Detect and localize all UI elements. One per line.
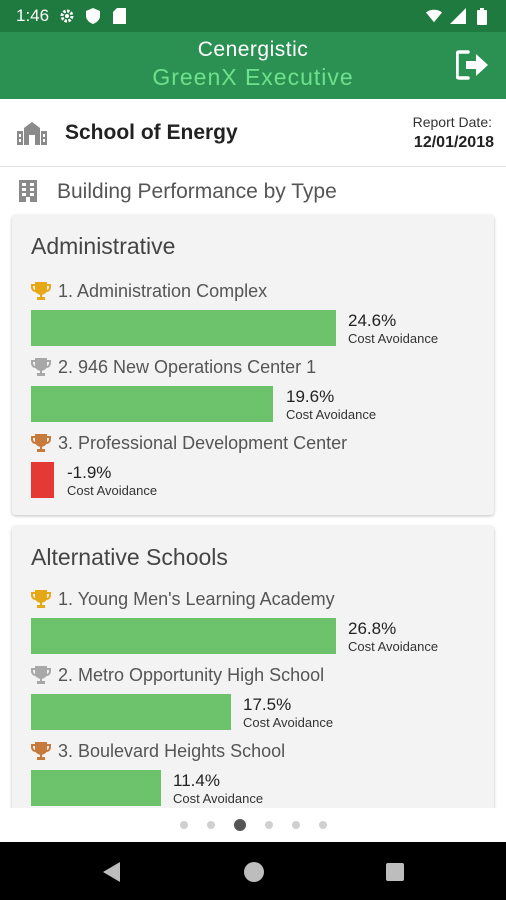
brand-line1: Cenergistic: [197, 38, 309, 61]
page-indicator[interactable]: [0, 808, 506, 842]
page-dot-active[interactable]: [233, 819, 246, 831]
gear-icon: [59, 8, 75, 24]
cost-avoidance-label: Cost Avoidance: [348, 639, 439, 654]
gold-trophy-icon: [31, 282, 51, 300]
page-dot[interactable]: [264, 821, 273, 829]
status-time: 1:46: [16, 6, 50, 25]
rank-row[interactable]: 3. Professional Development Center: [30, 430, 347, 456]
report-date: 12/01/2018: [413, 134, 494, 151]
bronze-trophy-icon: [31, 742, 51, 760]
gold-trophy-icon: [31, 590, 51, 608]
cost-avoidance-value: -1.9%: [67, 463, 112, 482]
rank-row[interactable]: 2. 946 New Operations Center 1: [30, 354, 316, 380]
section-title: Building Performance by Type: [57, 180, 337, 203]
page-dot[interactable]: [318, 821, 327, 829]
cost-avoidance-value: 24.6%: [348, 311, 397, 330]
cost-avoidance-value: 26.8%: [348, 619, 397, 638]
cost-avoidance-label: Cost Avoidance: [286, 407, 377, 422]
home-icon: [244, 862, 264, 882]
cost-avoidance-label: Cost Avoidance: [173, 791, 264, 806]
performance-bar-negative: [31, 462, 54, 498]
card-title: Administrative: [31, 233, 176, 259]
signal-icon: [450, 8, 466, 24]
report-date-label: Report Date:: [412, 114, 492, 130]
brand-logo: Cenergistic GreenX Executive: [0, 38, 506, 91]
app-header: Cenergistic GreenX Executive: [0, 32, 506, 99]
rank-row[interactable]: 1. Young Men's Learning Academy: [30, 586, 335, 612]
rank-label: 1. Young Men's Learning Academy: [58, 588, 335, 609]
recents-button[interactable]: [383, 860, 407, 884]
performance-bar: [31, 386, 273, 422]
rank-label: 2. Metro Opportunity High School: [58, 664, 325, 685]
sd-card-icon: [111, 8, 127, 24]
logout-icon: [455, 50, 488, 80]
cost-avoidance-value: 11.4%: [173, 771, 220, 790]
rank-row[interactable]: 2. Metro Opportunity High School: [30, 662, 324, 688]
logout-button[interactable]: [455, 50, 490, 80]
school-icon: [17, 121, 47, 145]
rank-label: 2. 946 New Operations Center 1: [58, 356, 317, 377]
page-dot[interactable]: [206, 821, 215, 829]
performance-list[interactable]: Administrative 1. Administration Complex…: [0, 212, 506, 808]
status-bar: 1:46: [0, 0, 506, 32]
bronze-trophy-icon: [31, 434, 51, 452]
card-title: Alternative Schools: [31, 544, 228, 570]
cost-avoidance-value: 17.5%: [243, 695, 292, 714]
silver-trophy-icon: [31, 666, 51, 684]
brand-line2: GreenX Executive: [152, 64, 354, 90]
performance-bar: [31, 618, 336, 654]
cost-avoidance-value: 19.6%: [286, 387, 335, 406]
building-icon: [18, 180, 38, 202]
page-dot[interactable]: [179, 821, 188, 829]
school-bar: School of Energy Report Date: 12/01/2018: [0, 99, 506, 167]
category-card-administrative[interactable]: Administrative 1. Administration Complex…: [12, 215, 494, 515]
battery-icon: [474, 7, 490, 25]
rank-row[interactable]: 1. Administration Complex: [30, 278, 267, 304]
school-name[interactable]: School of Energy: [65, 121, 238, 144]
back-button[interactable]: [100, 860, 124, 884]
system-nav-bar: [0, 842, 506, 900]
cost-avoidance-label: Cost Avoidance: [243, 715, 334, 730]
rank-label: 3. Professional Development Center: [58, 432, 348, 453]
home-button[interactable]: [242, 860, 266, 884]
category-card-alternative-schools[interactable]: Alternative Schools 1. Young Men's Learn…: [12, 526, 494, 808]
recents-icon: [386, 863, 404, 881]
shield-icon: [85, 8, 101, 24]
silver-trophy-icon: [31, 358, 51, 376]
wifi-icon: [426, 8, 442, 24]
cost-avoidance-label: Cost Avoidance: [348, 331, 439, 346]
section-header: Building Performance by Type: [0, 170, 506, 212]
performance-bar: [31, 770, 161, 806]
cost-avoidance-label: Cost Avoidance: [67, 483, 158, 498]
performance-bar: [31, 694, 231, 730]
page-dot[interactable]: [291, 821, 300, 829]
back-icon: [103, 862, 120, 882]
rank-row[interactable]: 3. Boulevard Heights School: [30, 738, 285, 764]
rank-label: 3. Boulevard Heights School: [58, 740, 286, 761]
performance-bar: [31, 310, 336, 346]
rank-label: 1. Administration Complex: [58, 280, 268, 301]
